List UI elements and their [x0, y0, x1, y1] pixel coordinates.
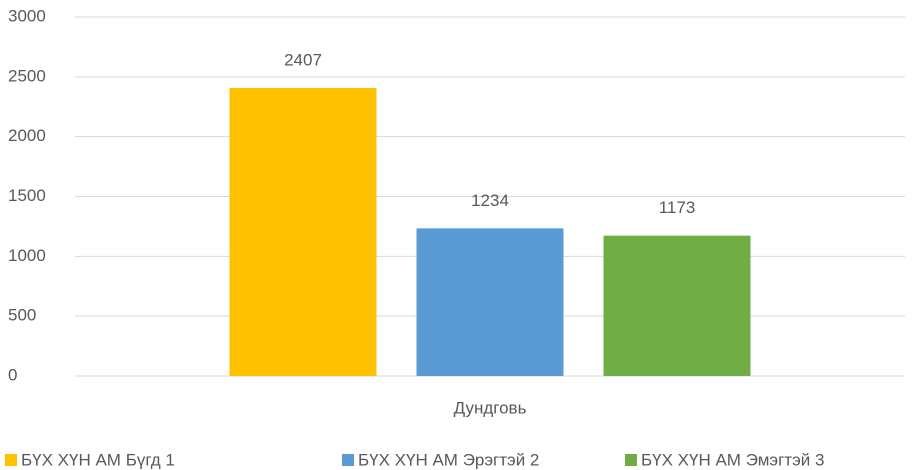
- legend-label: БҮХ ХҮН АМ Эрэгтэй 2: [358, 450, 539, 469]
- legend-swatch: [342, 454, 354, 466]
- y-tick-label: 1500: [8, 186, 46, 205]
- y-tick-label: 2000: [8, 126, 46, 145]
- bar: [603, 235, 751, 376]
- y-tick-label: 1000: [8, 246, 46, 265]
- data-label: 1173: [659, 198, 696, 217]
- y-tick-label: 0: [8, 365, 17, 384]
- bar: [416, 228, 564, 376]
- legend-label: БҮХ ХҮН АМ Эмэгтэй 3: [641, 450, 824, 469]
- legend-swatch: [5, 454, 17, 466]
- data-label: 1234: [471, 191, 509, 210]
- bar: [229, 87, 377, 376]
- y-tick-label: 3000: [8, 6, 46, 25]
- x-tick-label: Дундговь: [454, 398, 527, 417]
- legend-label: БҮХ ХҮН АМ Бүгд 1: [21, 450, 175, 469]
- legend-swatch: [625, 454, 637, 466]
- data-label: 2407: [284, 50, 322, 69]
- y-tick-label: 2500: [8, 66, 46, 85]
- y-tick-label: 500: [8, 306, 36, 325]
